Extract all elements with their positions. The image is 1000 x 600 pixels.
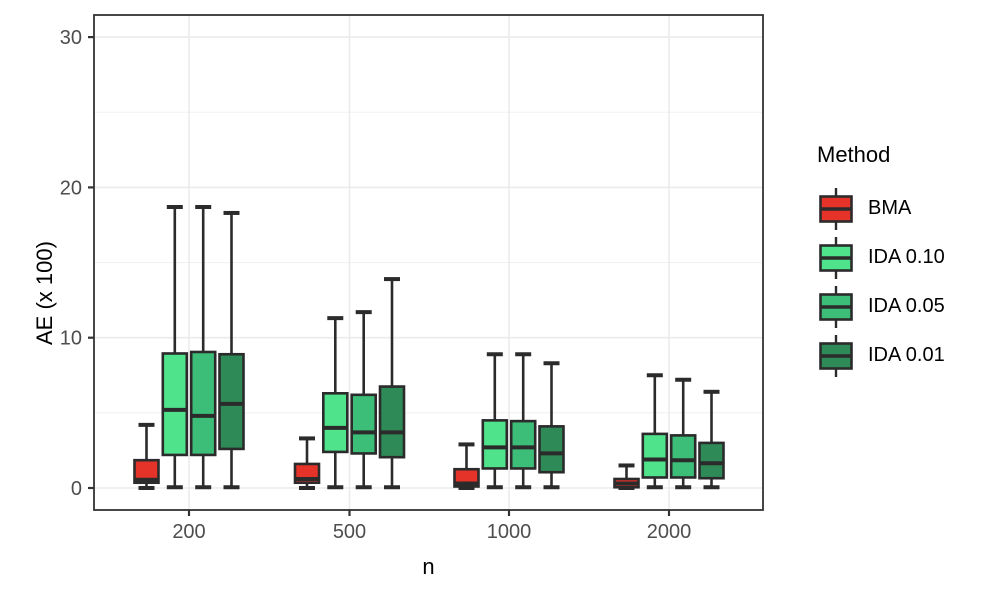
x-tick-label: 1000 [487, 521, 532, 543]
box-ida-0-01 [698, 441, 725, 480]
legend-title: Method [817, 142, 891, 167]
x-tick-label: 500 [333, 521, 366, 543]
legend-item-bma: BMA [817, 184, 945, 233]
legend-item-ida-0-01: IDA 0.01 [817, 331, 945, 380]
box-ida-0-05 [509, 419, 537, 470]
x-axis-title: n [422, 554, 435, 579]
x-tick-label: 2000 [647, 521, 692, 543]
legend-item-ida-0-05: IDA 0.05 [817, 282, 945, 331]
legend-key-boxplot-icon [819, 187, 853, 230]
legend: Method BMA IDA 0.10 IDA 0.05 IDA 0.01 [817, 142, 945, 380]
legend-label: IDA 0.10 [868, 246, 945, 268]
box-ida-0-05 [350, 393, 378, 455]
legend-label: BMA [868, 197, 912, 219]
legend-key-boxplot-icon [819, 285, 853, 328]
panel-border [93, 14, 764, 511]
box-ida-0-10 [321, 392, 349, 454]
box-ida-0-05 [189, 350, 217, 457]
y-tick-label: 20 [60, 177, 82, 199]
legend-key-boxplot-icon [819, 334, 853, 377]
box-bma [133, 458, 160, 485]
legend-label: IDA 0.01 [868, 344, 945, 366]
x-tick-label: 200 [172, 521, 205, 543]
box-ida-0-01 [218, 352, 245, 451]
box-ida-0-01 [378, 385, 406, 459]
legend-key-boxplot-icon [819, 236, 853, 279]
legend-label: IDA 0.05 [868, 295, 945, 317]
y-axis-title: AE (x 100) [32, 241, 57, 345]
box-ida-0-10 [481, 419, 509, 470]
y-tick-label: 30 [60, 27, 82, 49]
box-ida-0-01 [538, 425, 565, 474]
box-ida-0-05 [669, 434, 697, 479]
legend-items: BMA IDA 0.10 IDA 0.05 IDA 0.01 [817, 184, 945, 380]
box-ida-0-10 [641, 432, 669, 479]
box-ida-0-10 [161, 352, 189, 457]
y-tick-label: 10 [60, 328, 82, 350]
y-tick-label: 0 [71, 478, 82, 500]
legend-item-ida-0-10: IDA 0.10 [817, 233, 945, 282]
